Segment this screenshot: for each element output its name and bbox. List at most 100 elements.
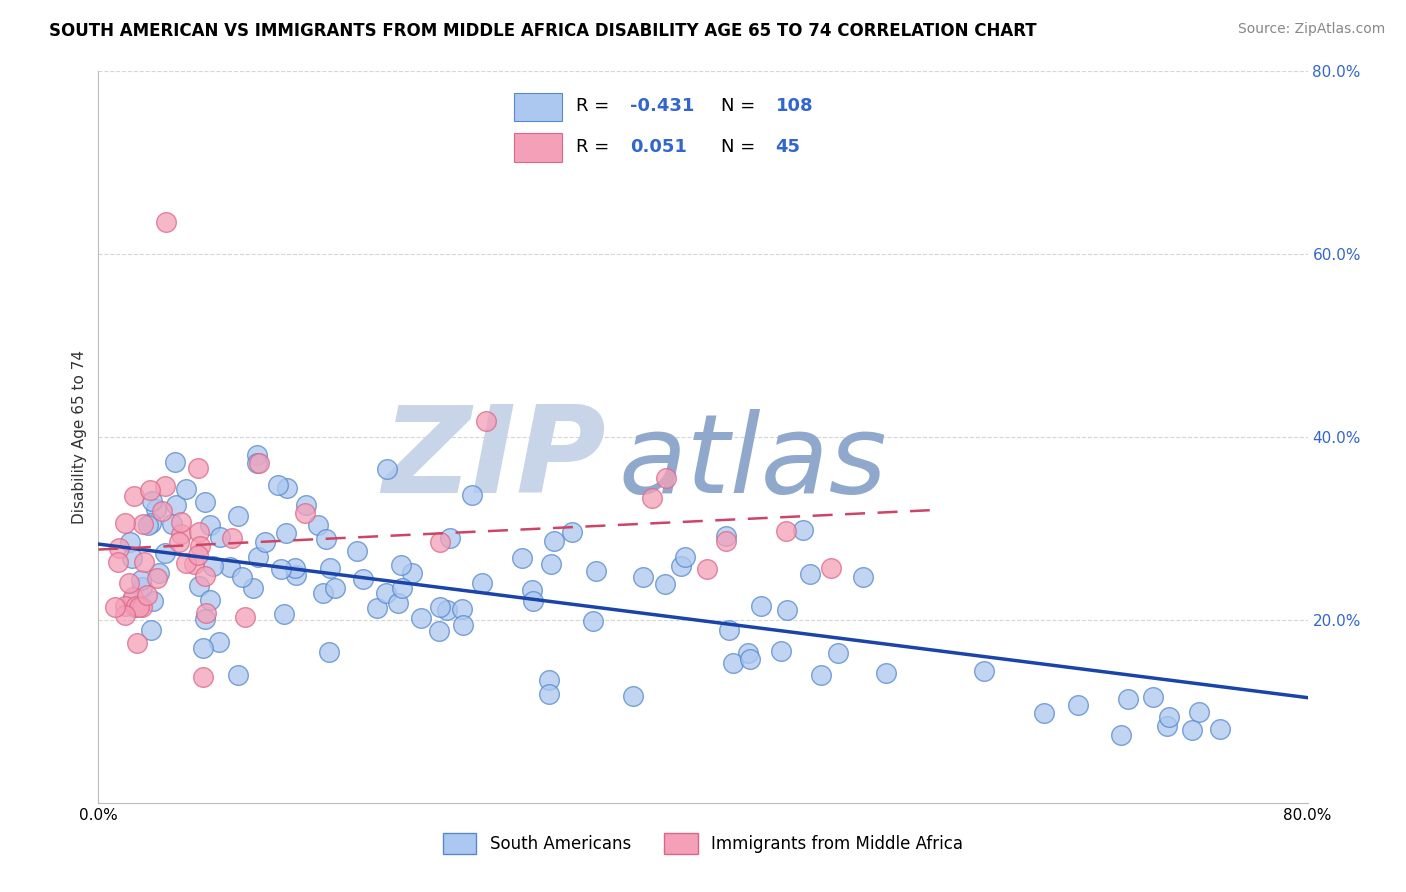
Point	[221, 531, 243, 545]
Point	[474, 413, 496, 427]
Text: atlas: atlas	[619, 409, 887, 516]
Point	[820, 560, 842, 574]
Point	[132, 555, 155, 569]
Point	[146, 571, 169, 585]
Point	[141, 494, 163, 508]
Point	[122, 590, 145, 604]
Point	[254, 535, 277, 549]
Point	[641, 491, 664, 505]
Point	[537, 687, 560, 701]
Point	[170, 526, 193, 541]
Point	[231, 570, 253, 584]
Point	[875, 665, 897, 680]
Point	[391, 581, 413, 595]
Point	[208, 635, 231, 649]
Point	[246, 457, 269, 471]
Point	[153, 546, 176, 560]
Point	[114, 599, 136, 613]
Point	[561, 524, 583, 539]
Point	[193, 670, 215, 684]
Point	[136, 588, 159, 602]
Point	[114, 607, 136, 622]
Point	[187, 549, 209, 563]
Point	[209, 529, 232, 543]
Point	[543, 533, 565, 548]
Point	[799, 566, 821, 581]
Point	[160, 516, 183, 531]
Point	[427, 624, 450, 638]
Point	[235, 610, 257, 624]
Point	[194, 569, 217, 583]
Point	[108, 541, 131, 556]
Point	[439, 531, 461, 545]
Point	[673, 549, 696, 564]
Point	[852, 570, 875, 584]
Point	[582, 614, 605, 628]
Point	[585, 564, 607, 578]
Point	[165, 498, 187, 512]
Point	[104, 600, 127, 615]
Point	[973, 664, 995, 678]
Point	[307, 518, 329, 533]
Point	[810, 668, 832, 682]
Point	[195, 607, 218, 621]
Point	[1159, 709, 1181, 723]
Point	[200, 517, 222, 532]
Point	[284, 560, 307, 574]
Y-axis label: Disability Age 65 to 74: Disability Age 65 to 74	[72, 350, 87, 524]
Point	[716, 528, 738, 542]
Point	[226, 508, 249, 523]
Point	[136, 518, 159, 533]
Point	[183, 557, 205, 571]
Point	[737, 646, 759, 660]
Point	[827, 646, 849, 660]
Point	[187, 579, 209, 593]
Point	[1067, 698, 1090, 713]
Point	[318, 645, 340, 659]
Point	[276, 482, 298, 496]
Point	[389, 558, 412, 572]
Point	[127, 636, 149, 650]
Point	[148, 566, 170, 580]
Point	[276, 525, 298, 540]
Text: SOUTH AMERICAN VS IMMIGRANTS FROM MIDDLE AFRICA DISABILITY AGE 65 TO 74 CORRELAT: SOUTH AMERICAN VS IMMIGRANTS FROM MIDDLE…	[49, 22, 1036, 40]
Point	[738, 651, 761, 665]
Point	[654, 577, 676, 591]
Point	[1209, 722, 1232, 736]
Point	[174, 482, 197, 496]
Point	[188, 539, 211, 553]
Point	[131, 580, 153, 594]
Point	[273, 607, 295, 622]
Point	[228, 668, 250, 682]
Point	[1181, 723, 1204, 737]
Point	[775, 524, 797, 538]
Point	[246, 549, 269, 564]
Point	[375, 586, 398, 600]
Point	[284, 568, 307, 582]
Point	[453, 617, 475, 632]
Point	[510, 550, 533, 565]
Point	[346, 544, 368, 558]
Point	[194, 612, 217, 626]
Point	[169, 535, 191, 549]
Point	[315, 532, 337, 546]
Point	[155, 215, 177, 229]
Point	[621, 690, 644, 704]
Point	[375, 462, 398, 476]
Point	[267, 477, 290, 491]
Point	[114, 516, 136, 530]
Point	[1142, 690, 1164, 704]
Point	[294, 506, 316, 520]
Point	[717, 623, 740, 637]
Point	[538, 673, 561, 687]
Point	[366, 600, 388, 615]
Point	[121, 592, 143, 607]
Point	[460, 488, 482, 502]
Point	[152, 504, 174, 518]
Point	[776, 603, 799, 617]
Point	[131, 599, 153, 614]
Point	[242, 581, 264, 595]
Point	[141, 623, 163, 637]
Point	[201, 558, 224, 573]
Point	[124, 600, 146, 615]
